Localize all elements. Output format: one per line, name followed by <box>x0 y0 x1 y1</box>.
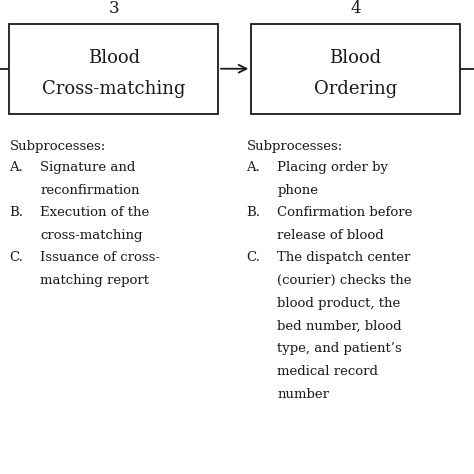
Text: Issuance of cross-: Issuance of cross- <box>40 251 160 264</box>
Text: B.: B. <box>246 206 261 219</box>
Text: Subprocesses:: Subprocesses: <box>246 140 343 153</box>
Text: Signature and: Signature and <box>40 161 136 174</box>
Text: Blood: Blood <box>329 49 382 67</box>
FancyBboxPatch shape <box>251 24 460 114</box>
Text: 3: 3 <box>109 0 119 17</box>
FancyBboxPatch shape <box>9 24 218 114</box>
Text: Execution of the: Execution of the <box>40 206 149 219</box>
Text: cross-matching: cross-matching <box>40 229 143 242</box>
Text: Ordering: Ordering <box>314 80 397 98</box>
Text: type, and patient’s: type, and patient’s <box>277 342 402 355</box>
Text: release of blood: release of blood <box>277 229 384 242</box>
Text: A.: A. <box>9 161 23 174</box>
Text: C.: C. <box>9 251 23 264</box>
Text: phone: phone <box>277 184 318 197</box>
Text: B.: B. <box>9 206 24 219</box>
Text: The dispatch center: The dispatch center <box>277 251 410 264</box>
Text: number: number <box>277 388 329 401</box>
Text: Cross-matching: Cross-matching <box>42 80 185 98</box>
Text: bed number, blood: bed number, blood <box>277 319 402 332</box>
Text: Blood: Blood <box>88 49 140 67</box>
Text: Subprocesses:: Subprocesses: <box>9 140 106 153</box>
Text: A.: A. <box>246 161 260 174</box>
Text: (courier) checks the: (courier) checks the <box>277 274 412 287</box>
Text: C.: C. <box>246 251 260 264</box>
Text: blood product, the: blood product, the <box>277 297 401 310</box>
Text: reconfirmation: reconfirmation <box>40 184 140 197</box>
Text: matching report: matching report <box>40 274 149 287</box>
Text: Placing order by: Placing order by <box>277 161 388 174</box>
Text: Confirmation before: Confirmation before <box>277 206 413 219</box>
Text: 4: 4 <box>350 0 361 17</box>
Text: medical record: medical record <box>277 365 378 378</box>
